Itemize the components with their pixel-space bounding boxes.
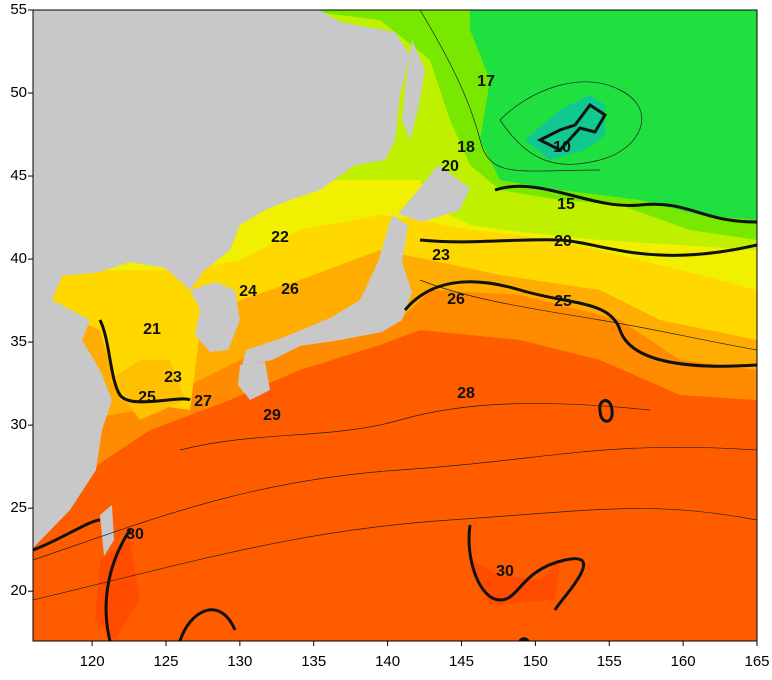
contour-label: 25 <box>138 389 156 406</box>
contour-labels: 10 15 17 18 20 20 21 22 23 23 24 25 25 2… <box>126 73 575 580</box>
plot-frame <box>32 9 758 642</box>
contour-label: 25 <box>554 293 572 310</box>
x-tick-label: 155 <box>597 653 622 670</box>
y-tick-label: 55 <box>10 1 27 18</box>
x-tick-label: 145 <box>449 653 474 670</box>
land <box>33 10 410 548</box>
contour-label: 24 <box>239 283 257 300</box>
land <box>242 215 412 366</box>
land <box>402 40 425 140</box>
x-tick-label: 160 <box>671 653 696 670</box>
x-tick-label: 135 <box>301 653 326 670</box>
x-tick-label: 120 <box>80 653 105 670</box>
land <box>238 362 270 400</box>
x-tick-label: 150 <box>523 653 548 670</box>
contour-label: 20 <box>441 158 459 175</box>
contour-label: 18 <box>457 139 475 156</box>
contour-label: 15 <box>557 196 575 213</box>
x-tick-label: 165 <box>744 653 769 670</box>
x-tick-label: 125 <box>153 653 178 670</box>
contour-label: 23 <box>164 369 182 386</box>
y-tick-label: 35 <box>10 333 27 350</box>
y-tick-label: 25 <box>10 499 27 516</box>
contour-label: 28 <box>457 385 475 402</box>
contour-label: 29 <box>263 407 281 424</box>
map-field <box>33 10 757 641</box>
y-tick-label: 40 <box>10 250 27 267</box>
land <box>190 282 240 352</box>
contour-label: 27 <box>194 393 212 410</box>
x-tick-label: 130 <box>227 653 252 670</box>
contour-label: 21 <box>143 321 161 338</box>
contour-label: 17 <box>477 73 495 90</box>
y-tick-label: 30 <box>10 416 27 433</box>
contour-label: 30 <box>126 526 144 543</box>
y-tick-label: 50 <box>10 84 27 101</box>
contour-label: 23 <box>432 247 450 264</box>
y-tick-label: 20 <box>10 582 27 599</box>
x-tick-label: 140 <box>375 653 400 670</box>
contour-label: 26 <box>447 291 465 308</box>
land <box>398 165 470 222</box>
contour-label: 26 <box>281 281 299 298</box>
y-tick-label: 45 <box>10 167 27 184</box>
contour-label: 30 <box>496 563 514 580</box>
contour-label: 10 <box>553 139 571 156</box>
land <box>100 505 114 556</box>
contour-label: 22 <box>271 229 289 246</box>
contour-label: 20 <box>554 233 572 250</box>
